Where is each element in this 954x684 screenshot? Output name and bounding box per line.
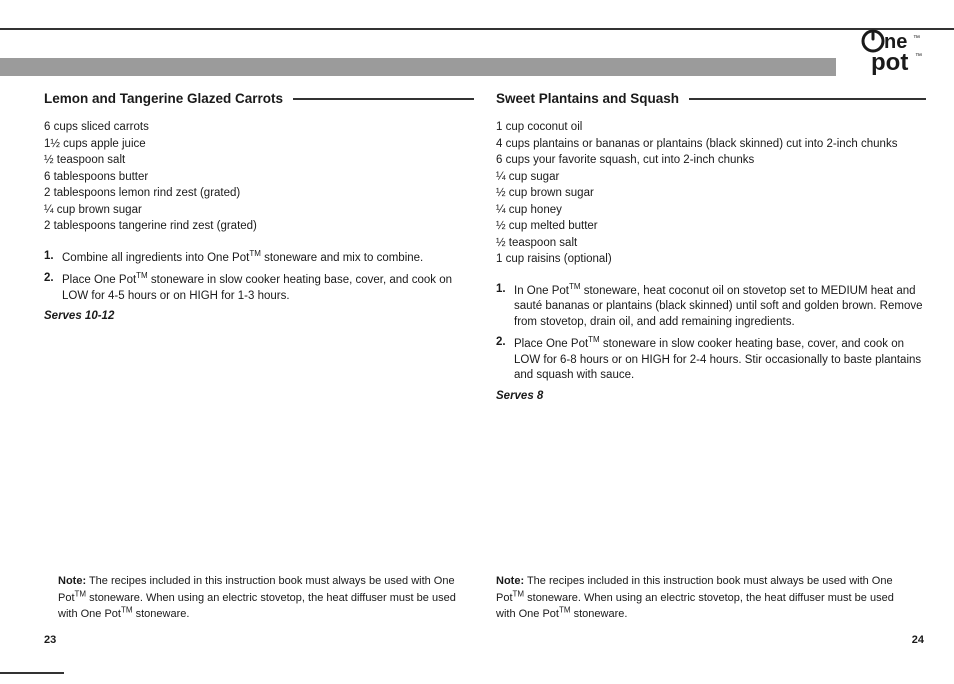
serves-text: Serves 8 [496,389,926,405]
note-body: The recipes included in this instruction… [58,575,456,620]
ingredient-item: 4 cups plantains or bananas or plantains… [496,137,926,153]
steps-list: 1.Combine all ingredients into One PotTM… [44,249,474,304]
title-rule [689,98,926,100]
svg-text:pot: pot [871,49,908,76]
ingredient-item: 2 tablespoons lemon rind zest (grated) [44,186,474,202]
step-item: 1.In One PotTM stoneware, heat coconut o… [514,282,926,330]
title-rule [293,98,474,100]
ingredient-item: 1 cup coconut oil [496,120,926,136]
ingredient-item: 6 cups sliced carrots [44,120,474,136]
step-number: 1. [44,249,54,265]
recipe-title-row: Lemon and Tangerine Glazed Carrots [44,90,474,108]
note-body: The recipes included in this instruction… [496,575,894,620]
footer-note: Note: The recipes included in this instr… [496,574,904,622]
page-number: 24 [912,634,924,646]
right-page: Sweet Plantains and Squash 1 cup coconut… [496,90,926,404]
ingredient-item: ½ teaspoon salt [496,236,926,252]
steps-list: 1.In One PotTM stoneware, heat coconut o… [496,282,926,384]
step-item: 2.Place One PotTM stoneware in slow cook… [62,271,474,304]
bottom-double-rule [0,672,64,674]
note-label: Note: [58,575,86,587]
header-grey-bar [0,58,836,76]
serves-text: Serves 10-12 [44,309,474,325]
step-number: 2. [496,335,506,351]
ingredient-item: ½ teaspoon salt [44,153,474,169]
ingredient-item: 1 cup raisins (optional) [496,252,926,268]
step-number: 1. [496,282,506,298]
ingredient-item: ½ cup brown sugar [496,186,926,202]
left-page: Lemon and Tangerine Glazed Carrots 6 cup… [44,90,474,325]
ingredient-item: 1½ cups apple juice [44,137,474,153]
note-label: Note: [496,575,524,587]
ingredients-list: 6 cups sliced carrots1½ cups apple juice… [44,120,474,235]
step-number: 2. [44,271,54,287]
svg-text:™: ™ [915,53,922,60]
step-item: 1.Combine all ingredients into One PotTM… [62,249,474,266]
ingredient-item: 6 tablespoons butter [44,170,474,186]
svg-text:™: ™ [913,35,920,42]
ingredient-item: 2 tablespoons tangerine rind zest (grate… [44,219,474,235]
footer-note: Note: The recipes included in this instr… [58,574,466,622]
page-number: 23 [44,634,56,646]
ingredient-item: ¼ cup honey [496,203,926,219]
recipe-title: Sweet Plantains and Squash [496,90,679,108]
recipe-title: Lemon and Tangerine Glazed Carrots [44,90,283,108]
ingredient-item: ½ cup melted butter [496,219,926,235]
ingredient-item: ¼ cup brown sugar [44,203,474,219]
top-double-rule [0,28,954,30]
brand-logo: ne ™ pot ™ [860,28,926,82]
ingredient-item: ¼ cup sugar [496,170,926,186]
ingredients-list: 1 cup coconut oil4 cups plantains or ban… [496,120,926,268]
step-item: 2.Place One PotTM stoneware in slow cook… [514,335,926,383]
ingredient-item: 6 cups your favorite squash, cut into 2-… [496,153,926,169]
recipe-title-row: Sweet Plantains and Squash [496,90,926,108]
